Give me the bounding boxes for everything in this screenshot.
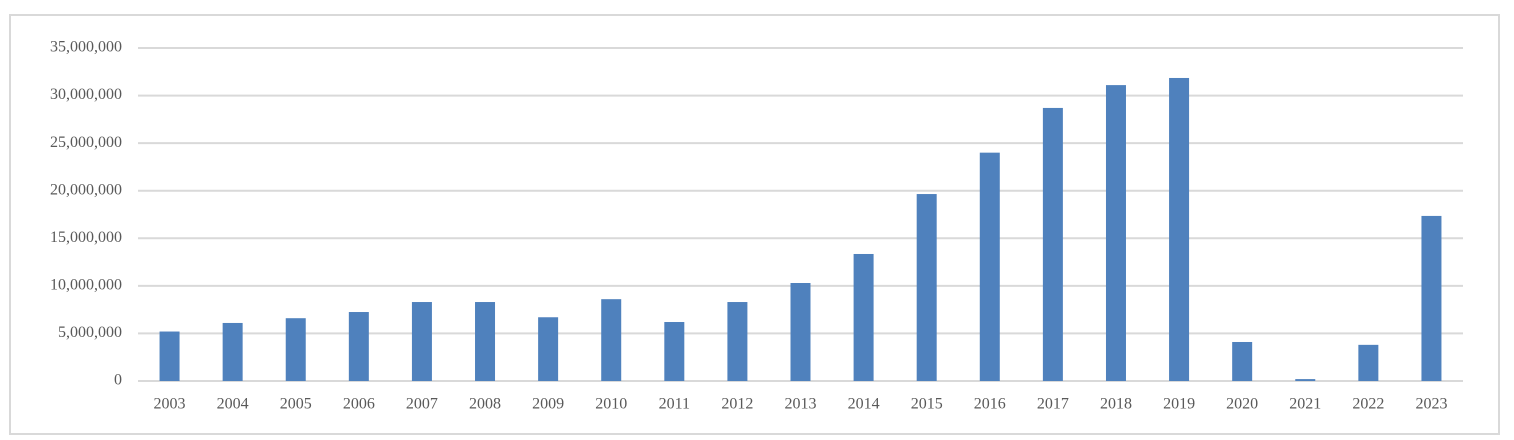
x-tick-label: 2014 — [848, 396, 880, 413]
bar — [222, 322, 243, 381]
bar — [916, 194, 937, 381]
x-tick-label: 2019 — [1163, 396, 1195, 413]
bar — [979, 152, 1000, 381]
x-tick-label: 2016 — [974, 396, 1006, 413]
bar — [159, 331, 180, 381]
x-tick-label: 2020 — [1226, 396, 1258, 413]
bar — [727, 302, 748, 381]
x-tick-label: 2006 — [343, 396, 375, 413]
bar — [475, 302, 496, 381]
bar — [601, 299, 622, 381]
x-tick-label: 2004 — [217, 396, 249, 413]
bar — [853, 253, 874, 381]
bar — [1358, 344, 1379, 381]
bar — [1105, 85, 1126, 381]
bar — [411, 302, 432, 381]
y-tick-label: 25,000,000 — [50, 134, 122, 151]
x-tick-label: 2003 — [154, 396, 186, 413]
x-tick-label: 2011 — [659, 396, 690, 413]
x-tick-label: 2009 — [532, 396, 564, 413]
x-tick-label: 2021 — [1289, 396, 1321, 413]
x-tick-label: 2005 — [280, 396, 312, 413]
y-tick-label: 10,000,000 — [50, 277, 122, 294]
bar — [790, 283, 811, 381]
y-tick-label: 5,000,000 — [58, 324, 122, 341]
bar — [1042, 107, 1063, 381]
bar — [285, 318, 306, 381]
x-tick-label: 2015 — [911, 396, 943, 413]
x-tick-label: 2018 — [1100, 396, 1132, 413]
bar — [664, 322, 685, 381]
y-tick-label: 35,000,000 — [50, 39, 122, 56]
x-tick-label: 2017 — [1037, 396, 1069, 413]
x-tick-label: 2023 — [1415, 396, 1447, 413]
y-tick-label: 0 — [114, 372, 122, 389]
x-tick-label: 2007 — [406, 396, 438, 413]
y-tick-label: 15,000,000 — [50, 229, 122, 246]
bar — [538, 317, 559, 381]
bar — [1169, 77, 1190, 381]
x-tick-label: 2022 — [1352, 396, 1384, 413]
x-tick-label: 2012 — [721, 396, 753, 413]
bar — [1232, 341, 1253, 381]
x-tick-label: 2008 — [469, 396, 501, 413]
x-tick-label: 2010 — [595, 396, 627, 413]
y-tick-label: 20,000,000 — [50, 181, 122, 198]
x-tick-label: 2013 — [785, 396, 817, 413]
bar — [1295, 379, 1316, 381]
y-tick-label: 30,000,000 — [50, 86, 122, 103]
bar — [1421, 215, 1442, 381]
bar — [348, 312, 369, 381]
